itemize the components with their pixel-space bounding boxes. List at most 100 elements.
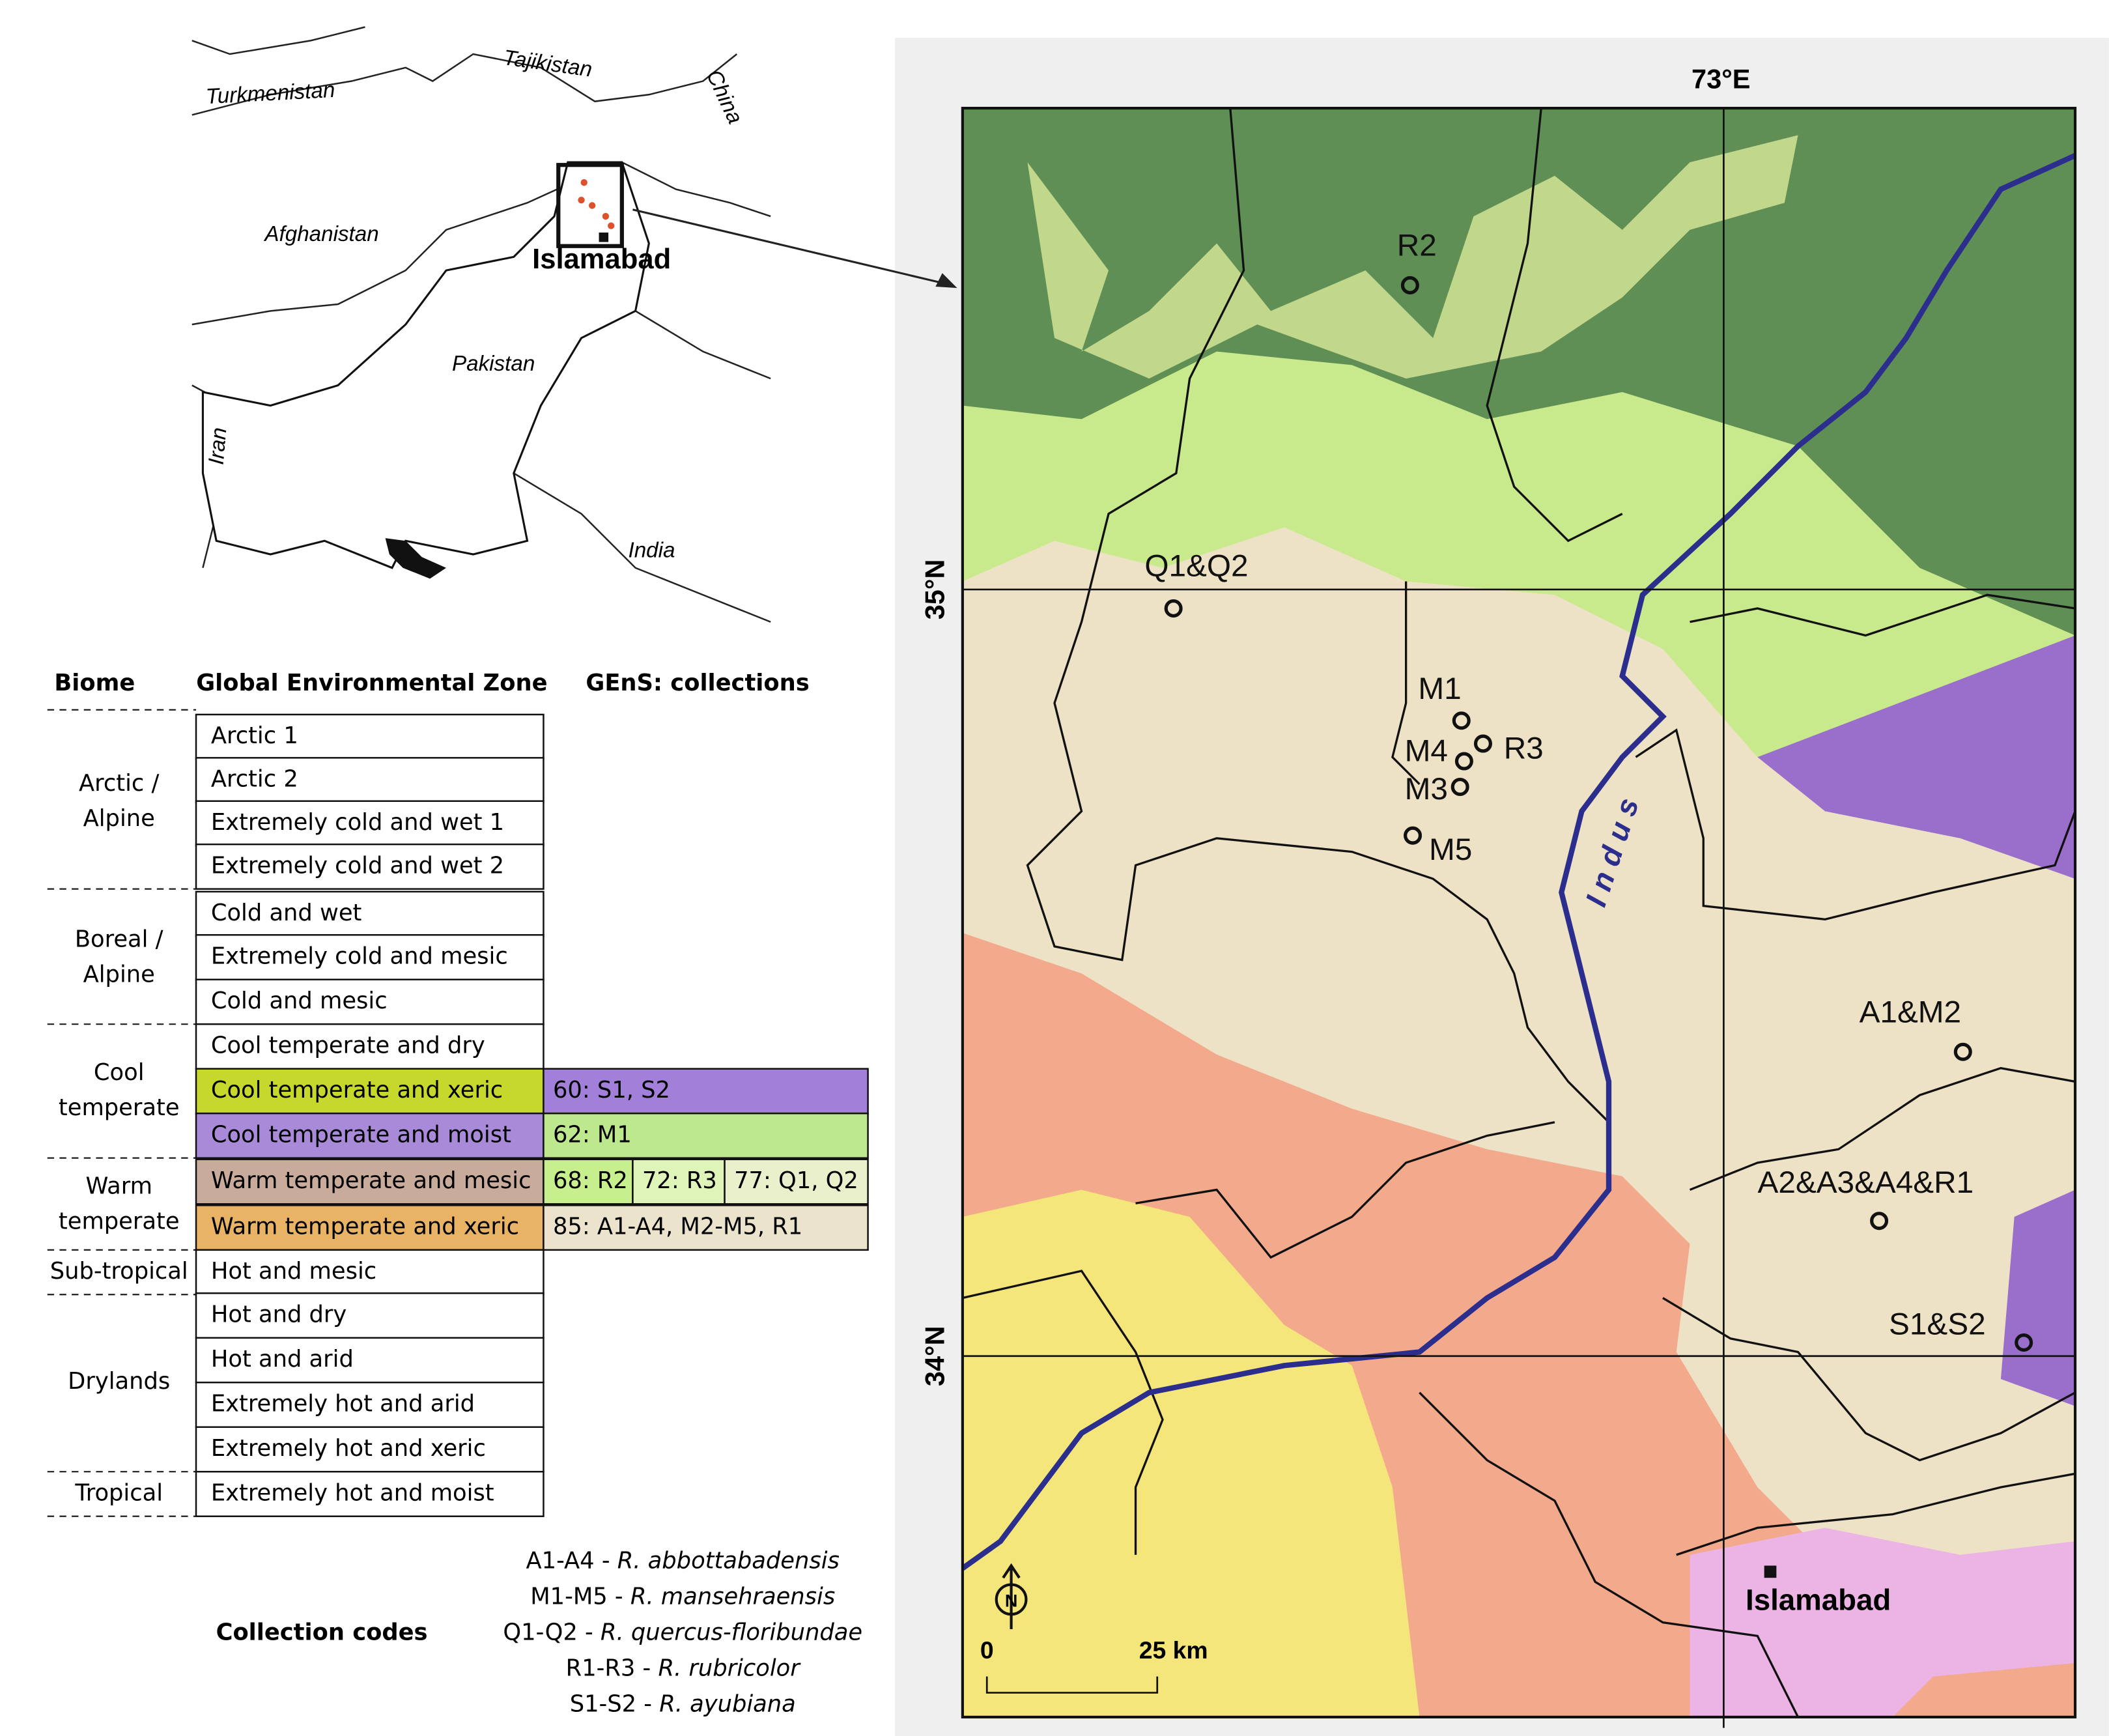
- zone-name: Arctic 1: [211, 722, 298, 749]
- site-marker: [1452, 711, 1471, 730]
- code-entry: R1-R3 - R. rubricolor: [566, 1655, 802, 1681]
- code-entry: A1-A4 - R. abbottabadensis: [526, 1547, 840, 1574]
- column-header: Biome: [54, 670, 135, 696]
- zone-name: Extremely hot and moist: [211, 1479, 494, 1506]
- zone-cell: [195, 1426, 545, 1473]
- map-frame: [961, 106, 2077, 1719]
- code: M1-M5 -: [530, 1583, 630, 1610]
- column-header: GEnS: collections: [586, 670, 809, 696]
- biome-label: Boreal /: [75, 926, 163, 953]
- site-label: S1&S2: [1889, 1307, 1986, 1342]
- latitude-label: 35°N: [919, 560, 950, 620]
- column-header: Global Environmental Zone: [196, 670, 547, 696]
- code: S1-S2 -: [570, 1690, 660, 1717]
- country-label: Iran: [205, 427, 232, 466]
- study-area-box: [556, 163, 624, 248]
- zone-name: Extremely cold and mesic: [211, 943, 508, 969]
- zone-cell: [195, 800, 545, 847]
- collection-cell: [543, 1204, 869, 1251]
- arrow-head: [935, 273, 957, 289]
- borders: [962, 108, 2076, 1717]
- code-entry: S1-S2 - R. ayubiana: [570, 1690, 796, 1717]
- biome-label: Drylands: [68, 1368, 170, 1395]
- zone-cell: [195, 1470, 545, 1517]
- pakistan-outline: [201, 161, 650, 569]
- collection-cell: [543, 1158, 634, 1205]
- biome-label: temperate: [59, 1208, 180, 1234]
- zone-cell: [195, 1292, 545, 1339]
- site-marker: [1164, 599, 1183, 618]
- collection-label: 60: S1, S2: [553, 1077, 670, 1103]
- longitude-label: 73°E: [1691, 64, 1750, 94]
- city-marker: [1764, 1565, 1777, 1578]
- code-entry: Q1-Q2 - R. quercus-floribundae: [503, 1619, 862, 1645]
- site-label: A2&A3&A4&R1: [1758, 1165, 1974, 1200]
- site-label: M5: [1429, 832, 1472, 867]
- biome-label: Sub-tropical: [50, 1258, 188, 1285]
- zone-cell: [195, 843, 545, 890]
- inset-borders: [191, 26, 771, 623]
- site-dots: [578, 179, 615, 229]
- main-map: [962, 108, 2076, 1717]
- site-marker: [1454, 752, 1473, 771]
- zone-name: Warm temperate and xeric: [211, 1214, 519, 1240]
- scale-bar: [985, 1676, 1159, 1694]
- scale-label: 0: [980, 1636, 994, 1664]
- site-label: M3: [1405, 772, 1448, 806]
- biome-label: Warm: [85, 1173, 152, 1199]
- zone-name: Hot and mesic: [211, 1258, 376, 1285]
- zone-cell: [195, 1381, 545, 1428]
- zone-purple: [1757, 635, 2076, 879]
- arrow: [632, 208, 947, 285]
- site-marker: [1473, 734, 1492, 753]
- site-marker: [2015, 1333, 2033, 1352]
- latitude-label: 34°N: [919, 1326, 950, 1386]
- site-marker: [1953, 1042, 1972, 1061]
- zone-name: Cool temperate and dry: [211, 1032, 485, 1059]
- biome-label: Alpine: [83, 805, 155, 832]
- biome-label: temperate: [59, 1094, 180, 1121]
- zone-cell: [195, 1249, 545, 1296]
- site-label: R3: [1504, 732, 1544, 766]
- collection-label: 62: M1: [553, 1121, 632, 1148]
- zone-name: Warm temperate and mesic: [211, 1167, 531, 1194]
- zone-name: Hot and dry: [211, 1302, 347, 1328]
- zone-cell: [195, 1337, 545, 1384]
- north-label: N: [1005, 1591, 1017, 1611]
- zone-name: Arctic 2: [211, 766, 298, 793]
- site-label: A1&M2: [1860, 995, 1961, 1029]
- collection-cell: [543, 1112, 869, 1159]
- zone-name: Extremely hot and xeric: [211, 1435, 486, 1462]
- zone-cell: [195, 757, 545, 804]
- biome-label: Arctic /: [79, 770, 159, 797]
- collection-cell: [724, 1158, 869, 1205]
- species: R. quercus-floribundae: [601, 1619, 862, 1645]
- table: Biome Global Environmental Zone GEnS: coll…: [47, 670, 869, 1517]
- code: R1-R3 -: [566, 1655, 658, 1681]
- site-marker: [1404, 826, 1423, 845]
- zone-cell: [195, 978, 545, 1025]
- biome-label: Tropical: [74, 1479, 163, 1506]
- site-label: Q1&Q2: [1144, 548, 1248, 583]
- inset-map: [191, 26, 771, 623]
- zone-name: Hot and arid: [211, 1346, 354, 1373]
- collection-cell: [632, 1158, 726, 1205]
- site-marker: [1400, 276, 1419, 294]
- country-label: Afghanistan: [263, 222, 378, 246]
- city-marker: [599, 232, 609, 242]
- zone-name: Extremely cold and wet 2: [211, 852, 504, 879]
- site-label: M1: [1418, 672, 1461, 706]
- river: [962, 152, 2076, 1571]
- site-marker: [1870, 1212, 1889, 1231]
- codes-title: Collection codes: [216, 1619, 428, 1645]
- site-marker: [1451, 777, 1469, 796]
- zone-cell: [195, 890, 545, 937]
- zone-cell: [195, 933, 545, 980]
- site-label: M4: [1405, 734, 1448, 769]
- delta: [385, 538, 447, 579]
- zone-name: Cool temperate and moist: [211, 1121, 511, 1148]
- city-label: Islamabad: [1746, 1584, 1891, 1617]
- biome-label: Alpine: [83, 961, 155, 988]
